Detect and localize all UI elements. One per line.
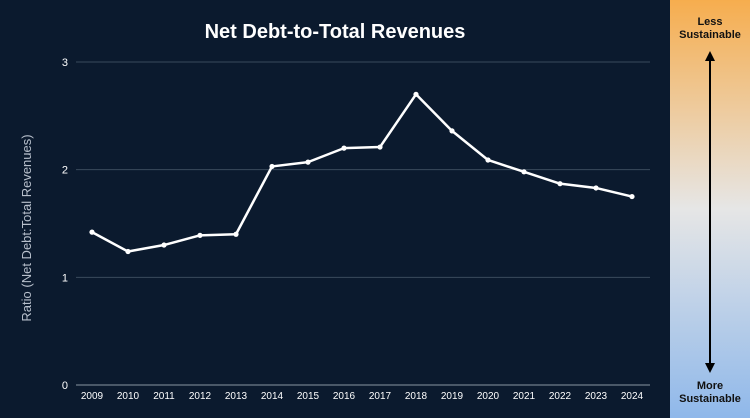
grid-lines (76, 61, 650, 386)
data-point-2018 (413, 91, 419, 97)
y-tick-label: 0 (62, 380, 68, 392)
data-point-2012 (197, 232, 203, 238)
data-point-2024 (629, 193, 635, 200)
series-line-0 (91, 93, 633, 253)
x-tick-label: 2009 (81, 391, 104, 402)
x-tick-label: 2020 (477, 391, 500, 402)
x-tick-label: 2011 (153, 391, 175, 402)
x-tick-label: 2010 (117, 391, 140, 402)
series-line (91, 93, 633, 253)
x-tick-label: 2016 (333, 391, 356, 402)
x-tick-label: 2012 (189, 391, 212, 402)
data-point-2021 (521, 169, 527, 175)
x-tick-label: 2019 (441, 391, 464, 402)
x-tick-label: 2017 (369, 391, 392, 402)
y-axis-label: Ratio (Net Debt:Total Revenues) (19, 134, 34, 321)
data-point-2011 (161, 242, 167, 248)
x-tick-label: 2014 (261, 391, 284, 402)
x-tick-label: 2024 (621, 391, 644, 402)
x-tick-label: 2023 (585, 391, 608, 402)
y-tick-labels: 0 1 2 3 (62, 57, 68, 392)
more-sustainable-label: More Sustainable (679, 380, 741, 405)
y-tick-label: 2 (62, 165, 68, 177)
data-point-2020 (485, 157, 491, 163)
x-tick-labels: 2009 2010 2011 2012 2013 2014 2015 2016 2017 2018… (81, 391, 644, 402)
data-point-2019 (449, 128, 455, 134)
x-tick-label: 2013 (225, 391, 248, 402)
x-tick-label: 2022 (549, 391, 572, 402)
x-tick-label: 2015 (297, 391, 320, 402)
x-tick-label: 2018 (405, 391, 428, 402)
data-point-2009 (89, 229, 95, 235)
data-point-2013 (233, 231, 239, 237)
data-point-2016 (341, 145, 347, 151)
y-tick-label: 1 (62, 272, 68, 284)
data-point-2022 (557, 181, 563, 187)
data-points (89, 91, 635, 255)
data-point-2023 (593, 185, 599, 191)
data-point-2010 (125, 248, 131, 255)
data-point-2014 (269, 163, 275, 170)
less-sustainable-label: Less Sustainable (679, 16, 741, 41)
chart-title: Net Debt-to-Total Revenues (205, 21, 466, 43)
x-tick-label: 2021 (513, 391, 536, 402)
data-point-2015 (305, 159, 311, 165)
y-tick-label: 3 (62, 57, 68, 69)
data-point-2017 (377, 144, 383, 150)
